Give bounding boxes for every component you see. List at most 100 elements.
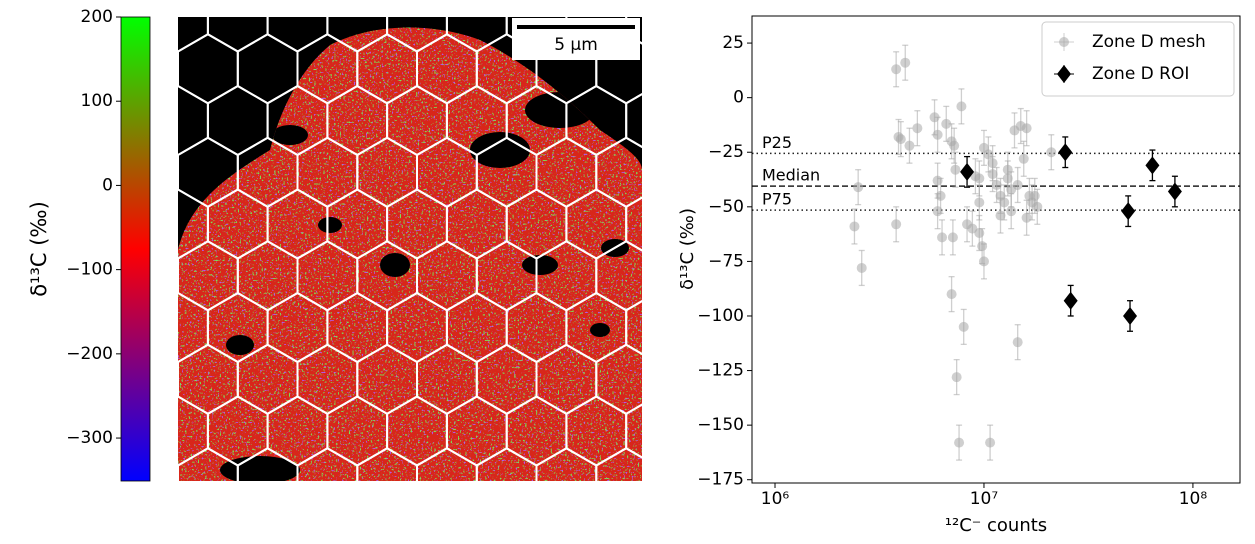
data-point xyxy=(974,228,985,239)
hex-cell xyxy=(626,500,686,540)
data-point xyxy=(941,118,952,129)
hex-cell xyxy=(595,447,642,481)
y-tick-label: −150 xyxy=(697,415,744,435)
legend-marker xyxy=(1059,37,1069,47)
colorbar-gradient xyxy=(121,17,150,481)
colorbar-tick-label: −300 xyxy=(66,428,113,448)
data-point xyxy=(1123,306,1138,325)
data-point xyxy=(1029,190,1040,201)
data-point xyxy=(1002,164,1013,175)
data-point xyxy=(900,57,911,68)
data-point xyxy=(932,206,943,217)
data-point xyxy=(983,149,994,160)
data-point xyxy=(891,64,902,75)
hex-cell xyxy=(656,138,716,207)
plot-frame xyxy=(751,15,1241,484)
hex-cell xyxy=(327,500,387,540)
data-point xyxy=(987,169,998,180)
y-tick-label: −25 xyxy=(708,142,744,162)
hex-cell xyxy=(686,293,746,362)
hex-cell xyxy=(447,500,507,540)
hex-cell xyxy=(148,500,208,540)
data-point xyxy=(849,221,860,232)
data-point xyxy=(891,219,902,230)
data-point xyxy=(960,162,975,181)
reference-label: Median xyxy=(762,166,820,185)
colorbar-tick-label: 200 xyxy=(81,7,113,27)
data-point xyxy=(853,182,864,193)
colorbar-frame xyxy=(120,16,151,482)
y-tick-label: −125 xyxy=(697,361,744,381)
hex-cell xyxy=(535,447,598,481)
data-point xyxy=(1145,156,1160,175)
data-point xyxy=(1012,179,1023,190)
hex-cell xyxy=(507,500,567,540)
data-point xyxy=(1021,123,1032,134)
x-axis-label: ¹²C⁻ counts xyxy=(945,515,1047,536)
data-point xyxy=(946,289,957,300)
data-point xyxy=(974,173,985,184)
legend: Zone D mesh Zone D ROI xyxy=(1041,21,1235,97)
hex-cell xyxy=(356,447,418,481)
data-point xyxy=(904,140,915,151)
data-point xyxy=(949,140,960,151)
data-point xyxy=(912,123,923,134)
data-point xyxy=(954,437,965,448)
data-point xyxy=(958,321,969,332)
hex-cell xyxy=(296,447,359,481)
hex-cell xyxy=(416,447,478,481)
y-tick-label: −100 xyxy=(697,306,744,326)
colorbar-tick-label: −200 xyxy=(66,344,113,364)
data-point xyxy=(985,437,996,448)
data-point xyxy=(1063,291,1078,310)
legend-box xyxy=(1041,21,1235,97)
plot-area xyxy=(752,44,1240,461)
data-point xyxy=(956,101,967,112)
x-tick-label: 10⁸ xyxy=(1179,489,1208,509)
hex-mesh xyxy=(88,17,746,540)
x-tick-label: 10⁷ xyxy=(970,489,999,509)
image-panel: 5 μm xyxy=(88,17,746,540)
colorbar-tick-label: 100 xyxy=(81,91,113,111)
hex-cell xyxy=(566,500,626,540)
data-point xyxy=(1032,201,1043,212)
reference-label: P25 xyxy=(762,133,792,152)
scalebar-label: 5 μm xyxy=(554,35,598,55)
hex-cell xyxy=(268,500,328,540)
legend-marker xyxy=(1057,65,1071,83)
data-point xyxy=(1006,206,1017,217)
data-point xyxy=(1012,337,1023,348)
data-point xyxy=(978,256,989,267)
data-point xyxy=(977,241,988,252)
reference-label: P75 xyxy=(762,190,792,209)
scatter-panel: ¹²C⁻ counts δ¹³C (‰) 25 0 −25 −50 −75 −100 −12… xyxy=(677,15,1241,536)
data-point xyxy=(895,134,906,145)
hex-cell xyxy=(88,500,148,540)
data-point xyxy=(937,232,948,243)
hex-cell xyxy=(475,447,538,481)
hex-cell xyxy=(208,500,268,540)
data-point xyxy=(974,197,985,208)
data-point xyxy=(1058,143,1073,162)
y-tick-label: 25 xyxy=(722,33,744,53)
hex-cell xyxy=(236,447,299,481)
colorbar-tick-label: −100 xyxy=(66,260,113,280)
colorbar-tick-label: 0 xyxy=(102,175,113,195)
data-point xyxy=(995,210,1006,221)
hex-cell xyxy=(178,447,239,481)
y-tick-label: 0 xyxy=(733,88,744,108)
data-point xyxy=(1167,182,1182,201)
hex-cell xyxy=(686,500,746,540)
x-tick-label: 10⁶ xyxy=(761,489,790,509)
legend-label: Zone D mesh xyxy=(1092,32,1206,52)
hex-cell xyxy=(656,34,716,103)
colorbar-label: δ¹³C (‰) xyxy=(27,201,51,297)
data-point xyxy=(1046,147,1057,158)
colorbar: δ¹³C (‰) 200 100 0 −100 −200 −300 xyxy=(27,7,151,482)
data-point xyxy=(932,129,943,140)
y-tick-label: −75 xyxy=(708,251,744,271)
data-point xyxy=(991,179,1002,190)
data-point xyxy=(947,232,958,243)
hex-cell xyxy=(387,500,447,540)
